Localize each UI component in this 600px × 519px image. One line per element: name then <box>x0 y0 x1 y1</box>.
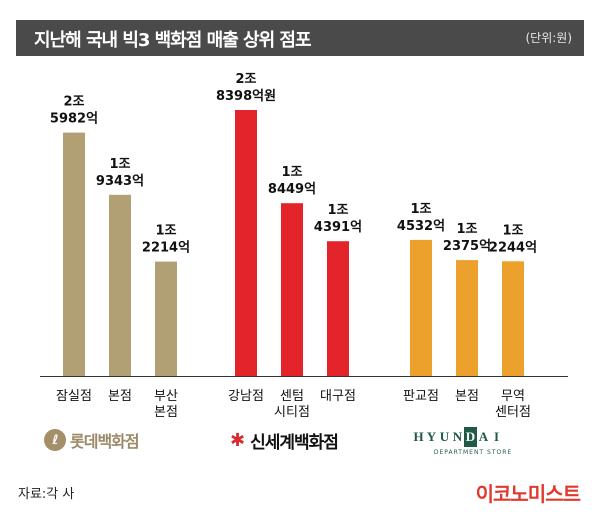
source-note: 자료:각 사 <box>18 487 75 502</box>
data-label: 1조 <box>327 203 348 218</box>
shinsegae-mark-icon: ✱ <box>230 430 245 451</box>
hyundai-letter: Y <box>426 429 437 444</box>
hyundai-letter: N <box>452 429 463 444</box>
data-label: 1조 <box>410 202 431 217</box>
lotte-logo: ℓ 롯데백화점 <box>44 428 140 452</box>
hyundai-logo-sub: DEPARTMENT STORE <box>433 449 513 456</box>
category-label: 강남점 <box>228 389 264 404</box>
data-label: 1조 <box>155 224 176 239</box>
unit-label: (단위:원) <box>525 31 572 45</box>
bar <box>502 261 524 376</box>
category-label: 대구점 <box>320 389 356 404</box>
data-label: 1조 <box>109 157 130 172</box>
category-label: 본점 <box>455 389 479 404</box>
category-label: 센터점 <box>495 405 531 420</box>
hyundai-letter: I <box>493 429 500 444</box>
shinsegae-logo-text: 신세계백화점 <box>250 433 339 453</box>
data-label: 1조 <box>502 223 523 238</box>
category-label: 센텀 <box>280 389 304 404</box>
bar <box>327 241 349 376</box>
shinsegae-logo: ✱ 신세계백화점 <box>230 428 339 453</box>
data-label: 1조 <box>281 165 302 180</box>
data-label: 4391억 <box>314 220 362 235</box>
category-label: 본점 <box>108 389 132 404</box>
hyundai-letter: H <box>413 429 424 444</box>
bar <box>155 261 177 376</box>
bar <box>63 132 85 376</box>
bar <box>235 110 257 376</box>
data-label: 8449억 <box>268 182 316 197</box>
hyundai-letter: D <box>464 427 477 447</box>
chart-title: 지난해 국내 빅3 백화점 매출 상위 점포 <box>34 30 312 51</box>
category-label: 시티점 <box>274 405 310 420</box>
bar <box>456 260 478 376</box>
lotte-logo-text: 롯데백화점 <box>70 432 140 451</box>
bar <box>410 239 432 376</box>
data-label: 2조 <box>63 95 84 110</box>
category-label: 잠실점 <box>56 389 92 404</box>
category-label: 본점 <box>154 405 178 420</box>
bar <box>281 203 303 376</box>
data-label: 8398억원 <box>216 89 276 104</box>
brand-logo: 이코노미스트 <box>475 482 581 506</box>
data-label: 4532억 <box>397 219 445 234</box>
bar <box>109 194 131 376</box>
lotte-mark-icon: ℓ <box>44 429 66 451</box>
hyundai-letter: U <box>439 429 450 444</box>
hyundai-letter: A <box>478 429 489 444</box>
data-label: 9343억 <box>96 174 144 189</box>
hyundai-logo-name: H Y U N D A I <box>412 427 534 447</box>
data-label: 2375억 <box>443 239 491 254</box>
category-label: 판교점 <box>403 389 439 404</box>
category-label: 부산 <box>154 389 178 404</box>
data-label: 2244억 <box>489 240 537 255</box>
data-label: 1조 <box>456 222 477 237</box>
hyundai-logo: H Y U N D A I DEPARTMENT STORE <box>412 427 534 456</box>
category-label: 무역 <box>501 389 525 404</box>
chart-header: 지난해 국내 빅3 백화점 매출 상위 점포 (단위:원) <box>16 20 584 56</box>
data-label: 2조 <box>235 72 256 87</box>
data-label: 2214억 <box>142 241 190 256</box>
data-label: 5982억 <box>50 112 98 127</box>
